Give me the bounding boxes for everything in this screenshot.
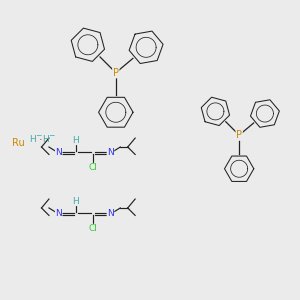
Text: −: − [48, 131, 54, 140]
Text: H: H [73, 136, 80, 145]
Text: N: N [56, 208, 62, 217]
Text: N: N [107, 148, 114, 157]
Text: H: H [73, 196, 80, 206]
Text: N: N [56, 148, 62, 157]
Text: Cl: Cl [89, 224, 98, 233]
Text: P: P [236, 130, 242, 140]
Text: Cl: Cl [89, 163, 98, 172]
Text: −: − [35, 131, 41, 140]
Text: N: N [107, 208, 114, 217]
Text: P: P [113, 68, 119, 78]
Text: ·: · [39, 135, 43, 145]
Text: H: H [29, 134, 36, 143]
Text: H: H [43, 134, 49, 143]
Text: Ru: Ru [12, 138, 25, 148]
